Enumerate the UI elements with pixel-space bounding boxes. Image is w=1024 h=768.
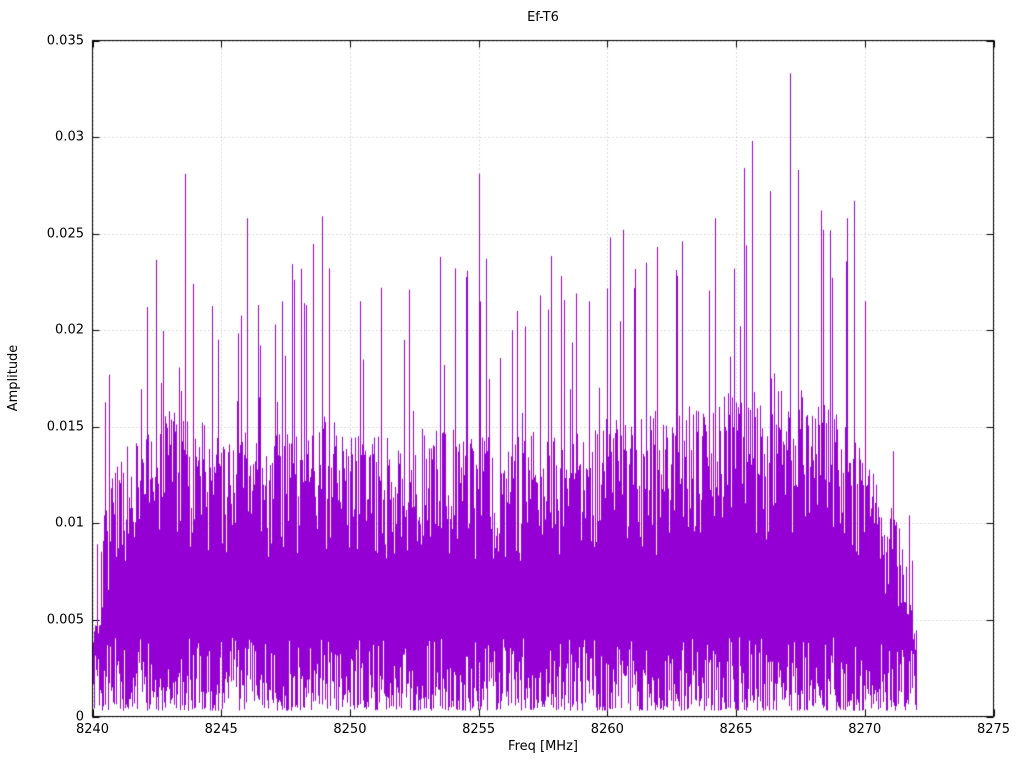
x-tick-label: 8255 xyxy=(462,722,496,737)
y-tick-label: 0.035 xyxy=(46,33,84,48)
y-tick-label: 0.005 xyxy=(46,612,84,628)
y-tick-label: 0.03 xyxy=(55,129,84,145)
x-tick-label: 8270 xyxy=(848,722,882,737)
x-tick-label: 8245 xyxy=(204,722,238,737)
x-tick-label: 8265 xyxy=(719,722,753,737)
y-tick-label: 0.015 xyxy=(46,419,84,435)
y-tick-label: 0.025 xyxy=(46,226,84,242)
x-tick-label: 8275 xyxy=(976,722,1011,737)
x-axis-label: Freq [MHz] xyxy=(508,739,578,754)
y-tick-label: 0.02 xyxy=(55,322,84,338)
y-axis-label: Amplitude xyxy=(6,344,21,412)
x-tick-label: 8250 xyxy=(333,722,367,737)
x-tick-label: 8240 xyxy=(75,722,110,737)
y-tick-label: 0.01 xyxy=(55,515,84,531)
chart-title: Ef-T6 xyxy=(527,10,559,25)
y-tick-label: 0 xyxy=(75,709,84,724)
x-tick-label: 8260 xyxy=(590,722,624,737)
